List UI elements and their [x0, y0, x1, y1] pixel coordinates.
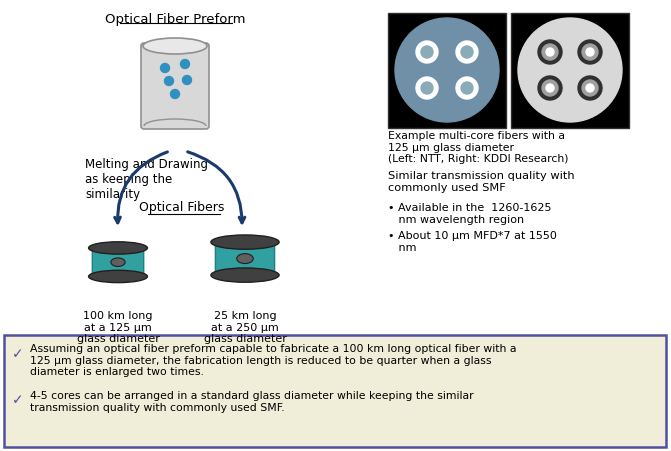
- Circle shape: [518, 18, 622, 122]
- Ellipse shape: [211, 268, 279, 282]
- Text: 4-5 cores can be arranged in a standard glass diameter while keeping the similar: 4-5 cores can be arranged in a standard …: [30, 391, 474, 413]
- Circle shape: [538, 76, 562, 100]
- Ellipse shape: [211, 235, 279, 249]
- Circle shape: [582, 80, 598, 96]
- Text: Example multi-core fibers with a
125 μm glass diameter
(Left: NTT, Right: KDDI R: Example multi-core fibers with a 125 μm …: [388, 131, 568, 164]
- FancyBboxPatch shape: [511, 13, 629, 128]
- Ellipse shape: [89, 270, 148, 283]
- FancyBboxPatch shape: [388, 13, 506, 128]
- Circle shape: [582, 44, 598, 60]
- Text: Similar transmission quality with
commonly used SMF: Similar transmission quality with common…: [388, 171, 574, 193]
- Circle shape: [160, 64, 170, 73]
- Circle shape: [416, 41, 438, 63]
- Text: • Available in the  1260-1625
   nm wavelength region: • Available in the 1260-1625 nm waveleng…: [388, 203, 552, 225]
- FancyBboxPatch shape: [141, 43, 209, 129]
- Circle shape: [461, 46, 473, 58]
- Circle shape: [578, 40, 602, 64]
- Ellipse shape: [111, 258, 125, 267]
- Ellipse shape: [237, 253, 253, 263]
- FancyBboxPatch shape: [215, 241, 274, 276]
- Circle shape: [456, 77, 478, 99]
- Circle shape: [416, 77, 438, 99]
- Circle shape: [546, 48, 554, 56]
- Circle shape: [164, 77, 174, 86]
- Text: 100 km long
at a 125 μm
glass diameter: 100 km long at a 125 μm glass diameter: [76, 311, 160, 344]
- Circle shape: [542, 80, 558, 96]
- Circle shape: [542, 44, 558, 60]
- Circle shape: [461, 82, 473, 94]
- Text: ✓: ✓: [12, 347, 23, 361]
- Circle shape: [538, 40, 562, 64]
- Text: Melting and Drawing
as keeping the
similarity: Melting and Drawing as keeping the simil…: [85, 158, 208, 201]
- Circle shape: [170, 89, 180, 98]
- Circle shape: [421, 46, 433, 58]
- Ellipse shape: [89, 242, 148, 254]
- FancyBboxPatch shape: [93, 247, 144, 277]
- Text: • About 10 μm MFD*7 at 1550
   nm: • About 10 μm MFD*7 at 1550 nm: [388, 231, 557, 253]
- Text: Optical Fiber Preform: Optical Fiber Preform: [105, 13, 245, 26]
- Circle shape: [183, 75, 191, 84]
- Circle shape: [456, 41, 478, 63]
- Circle shape: [546, 84, 554, 92]
- Text: Optical Fibers: Optical Fibers: [140, 201, 225, 214]
- Circle shape: [421, 82, 433, 94]
- FancyBboxPatch shape: [4, 335, 666, 447]
- Circle shape: [180, 60, 189, 69]
- Text: Assuming an optical fiber preform capable to fabricate a 100 km long optical fib: Assuming an optical fiber preform capabl…: [30, 344, 517, 377]
- Circle shape: [578, 76, 602, 100]
- Text: 25 km long
at a 250 μm
glass diameter: 25 km long at a 250 μm glass diameter: [203, 311, 287, 344]
- Text: ✓: ✓: [12, 393, 23, 407]
- Circle shape: [586, 48, 594, 56]
- Ellipse shape: [143, 38, 207, 54]
- Circle shape: [586, 84, 594, 92]
- Circle shape: [395, 18, 499, 122]
